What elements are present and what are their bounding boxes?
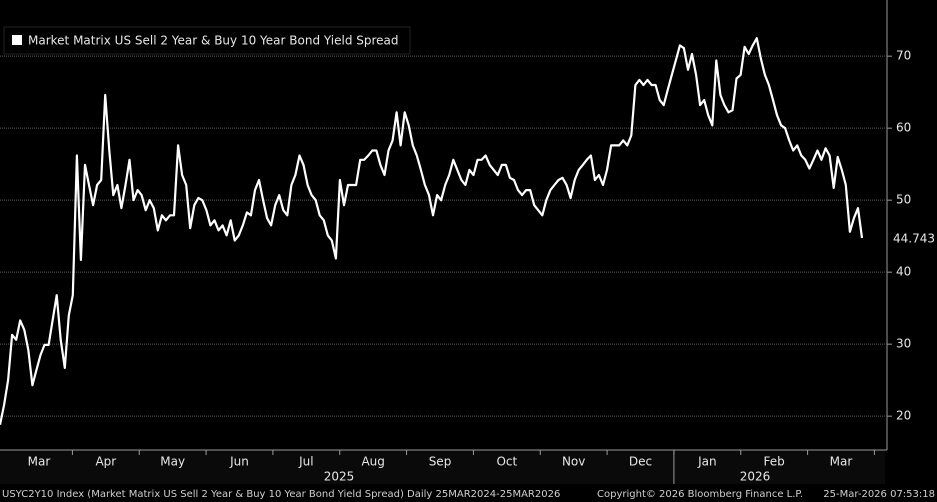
x-tick-label: Sep [429, 455, 452, 469]
x-tick-label: Dec [629, 455, 652, 469]
year-label: 2025 [324, 470, 355, 484]
y-tick-label: 50 [896, 193, 911, 207]
last-value-label: 44.743 [893, 232, 935, 246]
x-tick-label: Apr [95, 455, 116, 469]
year-label: 2026 [740, 470, 771, 484]
x-tick-label: May [160, 455, 185, 469]
y-tick-label: 20 [896, 409, 911, 423]
x-tick-label: Oct [496, 455, 517, 469]
legend-swatch [12, 35, 22, 45]
x-tick-label: Mar [28, 455, 51, 469]
legend-label: Market Matrix US Sell 2 Year & Buy 10 Ye… [28, 34, 399, 48]
y-tick-label: 60 [896, 121, 911, 135]
footer-timestamp: 25-Mar-2026 07:53:18 [823, 489, 935, 500]
y-tick-label: 30 [896, 337, 911, 351]
footer-source: USYC2Y10 Index (Market Matrix US Sell 2 … [2, 489, 560, 500]
footer-copyright: Copyright© 2026 Bloomberg Finance L.P. [597, 489, 803, 500]
x-tick-label: Nov [562, 455, 585, 469]
x-tick-label: Aug [361, 455, 384, 469]
last-value-box [889, 230, 937, 247]
x-tick-label: Jan [697, 455, 717, 469]
y-tick-label: 70 [896, 49, 911, 63]
y-tick-label: 40 [896, 265, 911, 279]
series-line [0, 37, 864, 426]
x-tick-label: Jun [229, 455, 249, 469]
x-tick-label: Mar [830, 455, 853, 469]
x-axis-band [0, 450, 885, 484]
x-tick-label: Jul [298, 455, 313, 469]
legend-box [3, 26, 411, 55]
x-tick-label: Feb [764, 455, 785, 469]
